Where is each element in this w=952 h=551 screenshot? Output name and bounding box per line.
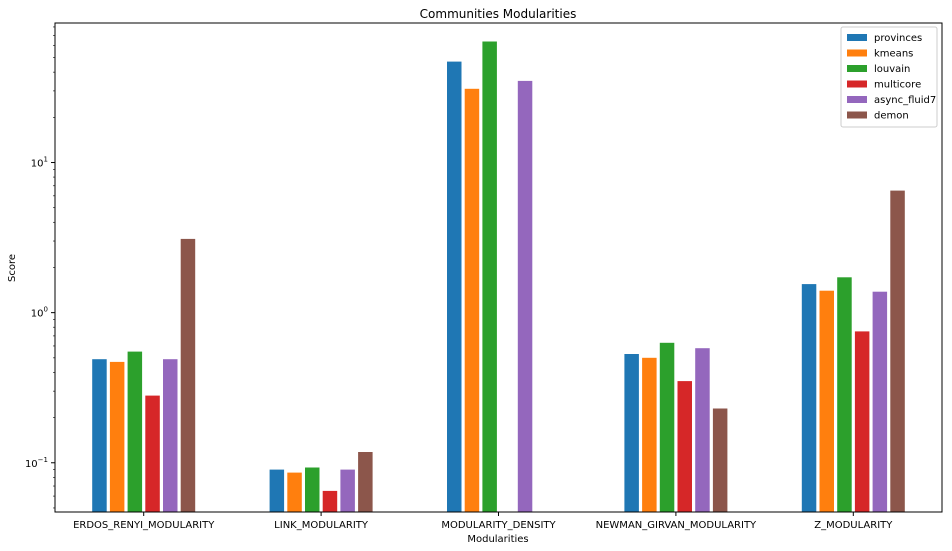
- x-tick-label: LINK_MODULARITY: [274, 520, 369, 531]
- x-axis-label: Modularities: [467, 534, 528, 545]
- bar-louvain-modularity-density: [482, 41, 497, 512]
- bar-async-fluid7-z-modularity: [872, 291, 888, 512]
- legend-swatch-louvain: [847, 65, 867, 72]
- bar-async-fluid7-erdos-renyi-modularity: [163, 359, 178, 512]
- bar-louvain-link-modularity: [305, 467, 320, 512]
- bar-provinces-newman-girvan-modularity: [624, 354, 639, 512]
- bar-multicore-newman-girvan-modularity: [677, 381, 692, 512]
- bar-demon-link-modularity: [358, 452, 373, 512]
- legend: provinces kmeans louvain multicore async_flu…: [840, 26, 938, 128]
- y-tick-label: 10−1: [25, 456, 48, 470]
- legend-label-louvain: louvain: [874, 64, 910, 75]
- legend-label-provinces: provinces: [874, 33, 922, 44]
- legend-swatch-provinces: [847, 34, 867, 41]
- x-ticks: ERDOS_RENYI_MODULARITY LINK_MODULARITY MOD…: [73, 512, 893, 531]
- legend-swatch-demon: [847, 111, 867, 119]
- y-ticks: 10−1 100 101: [25, 26, 55, 509]
- chart-title: Communities Modularities: [420, 7, 577, 21]
- bar-multicore-erdos-renyi-modularity: [145, 395, 160, 512]
- bar-async-fluid7-modularity-density: [517, 80, 533, 513]
- bar-provinces-erdos-renyi-modularity: [92, 359, 107, 512]
- bar-provinces-link-modularity: [269, 469, 285, 512]
- legend-swatch-async-fluid7: [847, 96, 867, 103]
- bar-kmeans-z-modularity: [819, 290, 834, 512]
- x-tick-label: ERDOS_RENYI_MODULARITY: [73, 520, 215, 531]
- bar-louvain-erdos-renyi-modularity: [127, 351, 143, 512]
- bar-kmeans-erdos-renyi-modularity: [109, 361, 125, 512]
- bar-async-fluid7-newman-girvan-modularity: [695, 348, 710, 512]
- legend-label-kmeans: kmeans: [874, 49, 913, 60]
- legend-swatch-multicore: [847, 80, 867, 88]
- bar-kmeans-link-modularity: [287, 472, 302, 512]
- y-axis-label: Score: [7, 254, 18, 282]
- bar-demon-erdos-renyi-modularity: [180, 238, 196, 512]
- bar-provinces-modularity-density: [447, 61, 462, 512]
- bar-kmeans-newman-girvan-modularity: [642, 357, 657, 512]
- bar-louvain-z-modularity: [837, 277, 852, 512]
- legend-swatch-kmeans: [847, 49, 867, 57]
- legend-label-demon: demon: [874, 111, 909, 122]
- plot-frame: [54, 22, 943, 513]
- bar-multicore-link-modularity: [322, 490, 338, 512]
- bar-async-fluid7-link-modularity: [340, 469, 355, 512]
- legend-label-async-fluid7: async_fluid7: [874, 95, 936, 106]
- x-tick-label: NEWMAN_GIRVAN_MODULARITY: [596, 520, 757, 531]
- bars-layer: [92, 41, 905, 513]
- legend-label-multicore: multicore: [874, 80, 921, 91]
- y-tick-label: 101: [31, 156, 48, 170]
- bar-louvain-newman-girvan-modularity: [659, 342, 675, 512]
- bar-demon-newman-girvan-modularity: [712, 408, 728, 512]
- bar-demon-z-modularity: [890, 190, 905, 512]
- bar-multicore-z-modularity: [854, 331, 870, 512]
- bar-kmeans-modularity-density: [464, 88, 480, 513]
- x-tick-label: MODULARITY_DENSITY: [441, 520, 556, 531]
- bar-provinces-z-modularity: [801, 284, 817, 512]
- x-tick-label: Z_MODULARITY: [814, 520, 893, 531]
- y-tick-label: 100: [31, 306, 48, 320]
